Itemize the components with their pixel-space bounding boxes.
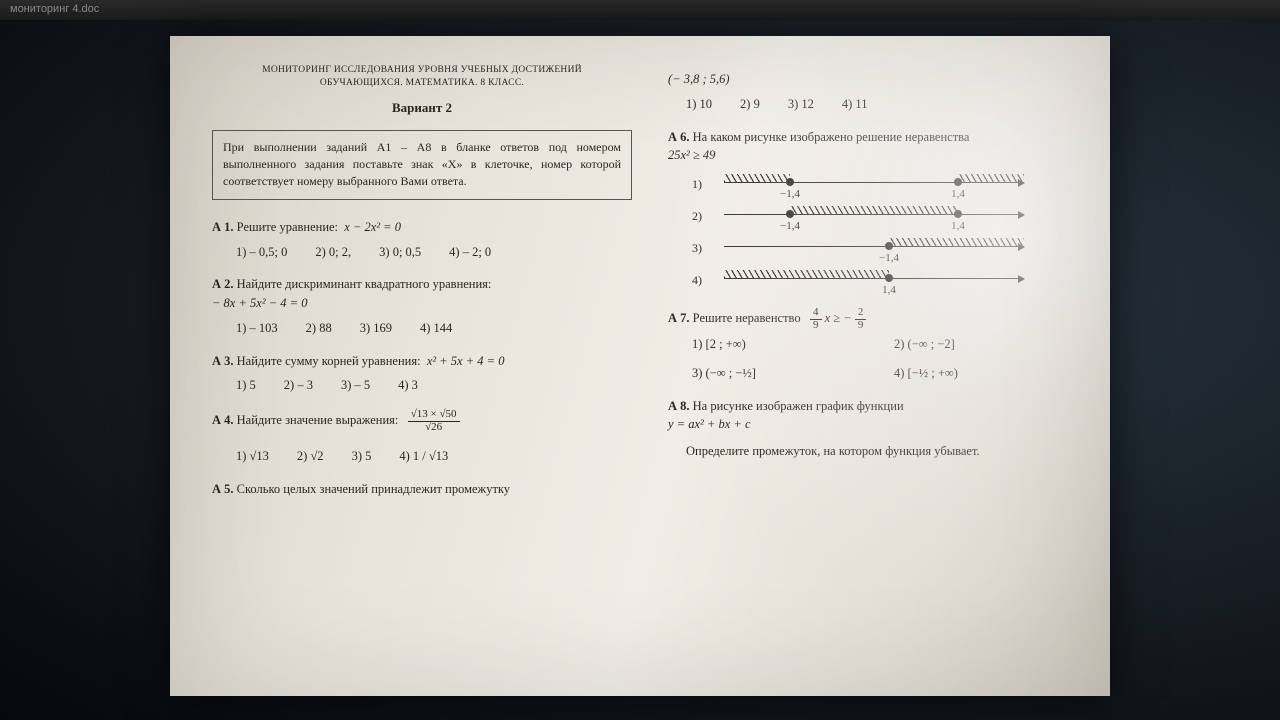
worksheet-paper: МОНИТОРИНГ ИССЛЕДОВАНИЯ УРОВНЯ УЧЕБНЫХ Д… [170,36,1110,696]
task-a6: А 6. На каком рисунке изображено решение… [668,128,1068,294]
opt: 2) – 3 [284,376,313,395]
task-opts: 1) 10 2) 9 3) 12 4) 11 [686,95,1068,114]
variant-title: Вариант 2 [212,100,632,116]
task-a1: А 1. Решите уравнение: x − 2x² = 0 1) – … [212,218,632,262]
task-text: На каком рисунке изображено решение нера… [693,130,970,144]
task-opts: 1) 5 2) – 3 3) – 5 4) 3 [236,376,632,395]
opt: 3) 5 [352,447,372,466]
nl-index: 3) [692,239,710,257]
task-label: А 3. [212,354,234,368]
number-line: 1,4 [724,267,1024,293]
opt: 2) (−∞ ; −2] [894,335,1068,354]
task-text: Найдите дискриминант квадратного уравнен… [237,277,492,291]
opt: 4) 11 [842,95,868,114]
task-text: Решите неравенство [693,311,801,325]
number-line-row: 2) −1,41,4 [692,203,1068,229]
task-label: А 8. [668,399,690,413]
task-opts: 1) √13 2) √2 3) 5 4) 1 / √13 [236,447,632,466]
task-a7: А 7. Решите неравенство 4 9 x ≥ − 2 9 1)… [668,307,1068,383]
frac-den: √26 [408,422,460,434]
opt: 2) √2 [297,447,324,466]
a7-frac2: 2 9 [855,307,867,331]
nl-index: 1) [692,175,710,193]
doc-header: МОНИТОРИНГ ИССЛЕДОВАНИЯ УРОВНЯ УЧЕБНЫХ Д… [212,64,632,90]
task-text: Найдите значение выражения: [237,413,399,427]
number-line-row: 3) −1,4 [692,235,1068,261]
opt: 1) 10 [686,95,712,114]
window-title: мониторинг 4.doc [10,3,99,15]
frac-num: √13 × √50 [408,409,460,422]
instructions-box: При выполнении заданий А1 – А8 в бланке … [212,130,632,200]
task-eq: x² + 5x + 4 = 0 [427,354,505,368]
task-label: А 1. [212,220,234,234]
task-a8: А 8. На рисунке изображен график функции… [668,397,1068,461]
nl-index: 4) [692,271,710,289]
task-label: А 6. [668,130,690,144]
opt: 3) 169 [360,319,392,338]
task-a2: А 2. Найдите дискриминант квадратного ур… [212,275,632,337]
opt: 2) 9 [740,95,760,114]
number-line: −1,41,4 [724,171,1024,197]
number-line-row: 4) 1,4 [692,267,1068,293]
opt: 4) 1 / √13 [399,447,448,466]
photo-background: МОНИТОРИНГ ИССЛЕДОВАНИЯ УРОВНЯ УЧЕБНЫХ Д… [0,20,1280,720]
opt: 2) 88 [306,319,332,338]
task-a5-left: А 5. Сколько целых значений принадлежит … [212,480,632,499]
task-frac: √13 × √50 √26 [408,409,460,433]
opt: 4) [−½ ; +∞) [894,364,1068,383]
task-label: А 4. [212,413,234,427]
frac-d: 9 [810,320,822,332]
a7-frac1: 4 9 [810,307,822,331]
task-eq: x − 2x² = 0 [344,220,401,234]
a5-interval: (− 3,8 ; 5,6) [668,72,730,86]
opt: 1) 5 [236,376,256,395]
task-label: А 5. [212,482,234,496]
header-line1: МОНИТОРИНГ ИССЛЕДОВАНИЯ УРОВНЯ УЧЕБНЫХ Д… [212,64,632,77]
a8-line1: На рисунке изображен график функции [693,399,904,413]
frac-n: 4 [810,307,822,320]
task-text: Найдите сумму корней уравнения: [237,354,421,368]
opt: 3) 12 [788,95,814,114]
opt: 1) [2 ; +∞) [692,335,866,354]
a8-line2: Определите промежуток, на котором функци… [668,442,1068,461]
task-text: Решите уравнение: [237,220,338,234]
opt: 3) – 5 [341,376,370,395]
a7-mid: x ≥ − [825,311,852,325]
task-eq: 25x² ≥ 49 [668,148,715,162]
task-a5-right: (− 3,8 ; 5,6) 1) 10 2) 9 3) 12 4) 11 [668,70,1068,114]
opt: 4) 3 [398,376,418,395]
nl-index: 2) [692,207,710,225]
opt: 1) – 0,5; 0 [236,243,287,262]
opt: 3) (−∞ ; −½] [692,364,866,383]
frac-d: 9 [855,320,867,332]
left-column: МОНИТОРИНГ ИССЛЕДОВАНИЯ УРОВНЯ УЧЕБНЫХ Д… [212,64,632,676]
right-column: (− 3,8 ; 5,6) 1) 10 2) 9 3) 12 4) 11 А 6… [668,64,1068,676]
window-titlebar: мониторинг 4.doc [0,0,1280,20]
number-line: −1,4 [724,235,1024,261]
a8-eq: y = ax² + bx + c [668,417,751,431]
header-line2: ОБУЧАЮЩИХСЯ. МАТЕМАТИКА. 8 КЛАСС. [212,77,632,90]
task-label: А 2. [212,277,234,291]
number-line: −1,41,4 [724,203,1024,229]
number-line-row: 1) −1,41,4 [692,171,1068,197]
task-a4: А 4. Найдите значение выражения: √13 × √… [212,409,632,466]
task-opts: 1) [2 ; +∞) 2) (−∞ ; −2] 3) (−∞ ; −½] 4)… [692,335,1068,383]
task-label: А 7. [668,311,690,325]
frac-n: 2 [855,307,867,320]
task-eq: − 8x + 5x² − 4 = 0 [212,296,307,310]
number-lines: 1) −1,41,4 2) −1,41,4 3) −1,4 4) 1,4 [692,171,1068,293]
task-opts: 1) – 103 2) 88 3) 169 4) 144 [236,319,632,338]
opt: 4) – 2; 0 [449,243,491,262]
opt: 1) – 103 [236,319,278,338]
task-text: Сколько целых значений принадлежит проме… [237,482,510,496]
task-a3: А 3. Найдите сумму корней уравнения: x² … [212,352,632,396]
task-opts: 1) – 0,5; 0 2) 0; 2, 3) 0; 0,5 4) – 2; 0 [236,243,632,262]
opt: 3) 0; 0,5 [379,243,421,262]
opt: 4) 144 [420,319,452,338]
opt: 2) 0; 2, [315,243,351,262]
opt: 1) √13 [236,447,269,466]
